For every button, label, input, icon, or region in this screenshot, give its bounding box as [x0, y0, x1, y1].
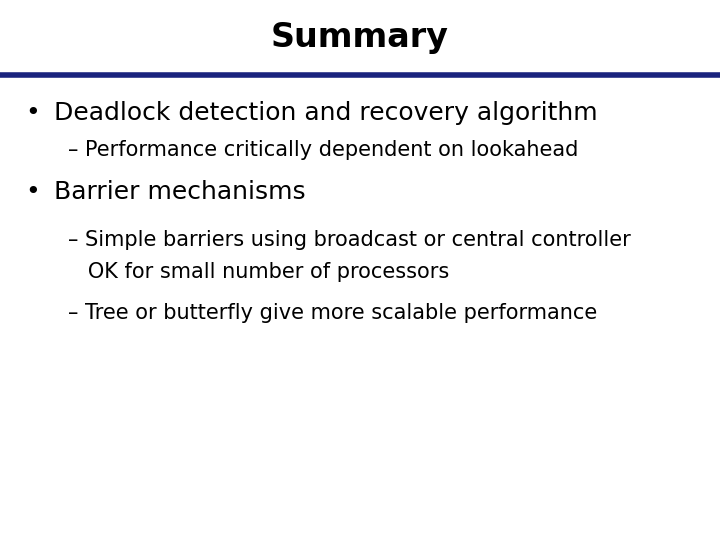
- Text: Deadlock detection and recovery algorithm: Deadlock detection and recovery algorith…: [54, 102, 598, 125]
- Text: – Tree or butterfly give more scalable performance: – Tree or butterfly give more scalable p…: [68, 303, 598, 323]
- Text: •: •: [25, 180, 40, 204]
- Text: •: •: [25, 102, 40, 125]
- Text: Barrier mechanisms: Barrier mechanisms: [54, 180, 305, 204]
- Text: – Simple barriers using broadcast or central controller: – Simple barriers using broadcast or cen…: [68, 230, 631, 251]
- Text: Summary: Summary: [271, 21, 449, 55]
- Text: – Performance critically dependent on lookahead: – Performance critically dependent on lo…: [68, 140, 579, 160]
- Text: OK for small number of processors: OK for small number of processors: [68, 261, 450, 282]
